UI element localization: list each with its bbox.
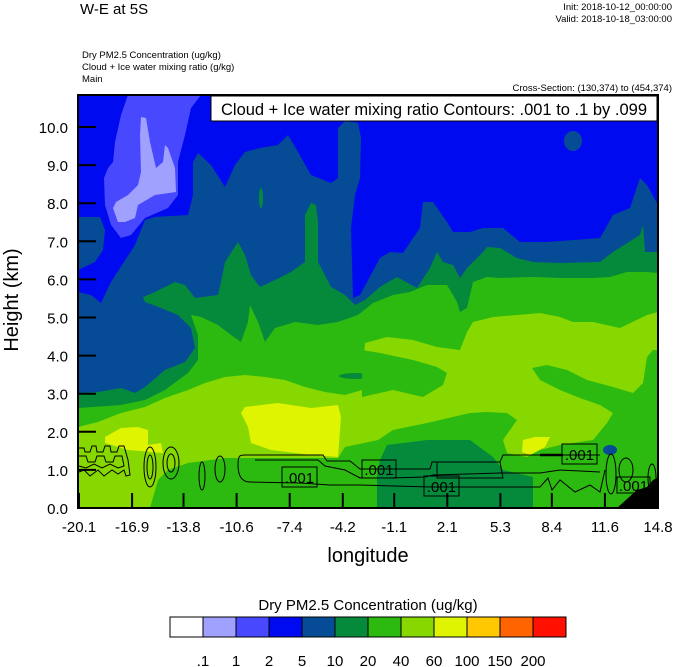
x-tick-label: 5.3 [490,519,511,536]
contour-info: Cloud + Ice water mixing ratio Contours:… [221,101,647,119]
band-100-150-center [241,403,341,457]
contour-line [618,457,634,483]
colorbar-level-label: 200 [520,653,545,667]
colorbar: .1 1 2 5 10 20 40 60 100 150 200 [169,616,567,667]
contour-label-box [616,476,651,494]
y-tick-label: 7.0 [47,234,68,251]
contour-line [146,454,154,480]
colorbar-swatch [367,616,402,638]
colorbar-level-label: 20 [360,653,377,667]
x-tick-label: 14.8 [643,519,672,536]
colorbar-level-label: 10 [327,653,344,667]
band-10-20-lower-blob [603,445,617,455]
field-label-domain: Main [82,74,103,85]
y-tick-label: 5.0 [47,311,68,328]
band-2-5-dot [123,171,129,177]
x-tick-label: 11.6 [591,519,619,536]
y-tick-label: 4.0 [47,349,68,366]
x-tick-label: -20.1 [62,519,96,536]
band-20-40-sliver [259,188,263,208]
colorbar-level-label: 100 [454,653,479,667]
x-tick-label: 2.1 [437,519,458,536]
x-axis-title: longitude [327,545,408,567]
colorbar-swatch [466,616,501,638]
contour-line [605,453,617,495]
x-tick-label: -13.8 [166,519,200,536]
colorbar-title: Dry PM2.5 Concentration (ug/kg) [258,597,477,614]
band-100-150-right [522,437,550,455]
contour-label: .001 [427,479,456,496]
y-axis: 0.0 1.0 2.0 3.0 4.0 5.0 6.0 7.0 8.0 9.0 10.0 [39,120,96,518]
contour-label-box [281,466,318,488]
colorbar-swatch [334,616,369,638]
contour-label: .001 [565,447,594,464]
plot-frame [77,94,659,509]
field-label-cloud: Cloud + Ice water mixing ratio (g/kg) [82,62,234,73]
colorbar-level-label: .1 [197,653,210,667]
contour-label: .001 [619,478,648,495]
colorbar-swatch [235,616,270,638]
y-tick-label: 6.0 [47,272,68,289]
x-tick-label: -7.4 [277,519,303,536]
cross-section-label: Cross-Section: (130,374) to (454,374) [513,83,672,94]
y-tick-label: 2.0 [47,425,68,442]
contour-line [237,454,600,470]
colorbar-swatch [202,616,237,638]
colorbar-swatch [433,616,468,638]
y-tick-label: 3.0 [47,387,68,404]
colorbar-level-label: 150 [487,653,512,667]
colorbar-swatch [499,616,534,638]
contour-line [214,455,226,483]
y-tick-label: 10.0 [39,120,68,137]
figure-title: W-E at 5S [80,1,148,18]
colorbar-level-label: 5 [298,653,306,667]
x-axis: -20.1 -16.9 -13.8 -10.6 -7.4 -4.2 -1.1 2.1 5.3 8.… [62,493,673,536]
x-tick-label: -16.9 [115,519,149,536]
band-1-2 [113,117,176,222]
contour-label-box [361,459,397,479]
colorbar-swatch [268,616,303,638]
cloud-contours: .001 .001 .001 .001 .001 [78,443,657,497]
y-axis-title: Height (km) [1,248,23,351]
field-label-pm25: Dry PM2.5 Concentration (ug/kg) [82,50,221,61]
contour-label: .001 [364,462,393,479]
colorbar-level-label: 1 [232,653,240,667]
contour-line [143,446,157,488]
contour-line [255,459,601,479]
contour-labels: .001 .001 .001 .001 .001 [281,443,651,497]
contour-line [78,455,125,469]
y-tick-label: 1.0 [47,463,68,480]
contour-label-box [423,475,460,497]
contour-line [237,464,606,493]
band-40-60-pocket [362,350,447,397]
contour-line [647,463,657,493]
x-tick-label: -1.1 [381,519,407,536]
band-60-100 [78,312,658,508]
x-tick-label: -4.2 [330,519,356,536]
contour-line [162,446,180,480]
colorbar-level-label: 60 [426,653,443,667]
y-tick-label: 8.0 [47,196,68,213]
contour-line [436,461,504,479]
valid-time: Valid: 2018-10-18_03:00:00 [555,14,672,25]
colorbar-swatch [400,616,435,638]
colorbar-swatch [301,616,336,638]
contour-label-box [561,443,598,465]
colorbar-swatch [532,616,567,638]
contour-line [78,445,131,477]
y-tick-label: 0.0 [47,501,68,518]
x-tick-label: 8.4 [541,519,562,536]
x-tick-label: -10.6 [220,519,254,536]
y-tick-label: 9.0 [47,158,68,175]
contour-line [166,453,176,473]
colorbar-level-label: 2 [265,653,273,667]
colorbar-level-label: 40 [393,653,410,667]
contour-line [198,461,206,491]
contour-label: .001 [285,470,314,487]
colorbar-swatch [169,616,204,638]
init-time: Init: 2018-10-12_00:00:00 [563,2,672,13]
band-10-20-blob [564,131,582,151]
